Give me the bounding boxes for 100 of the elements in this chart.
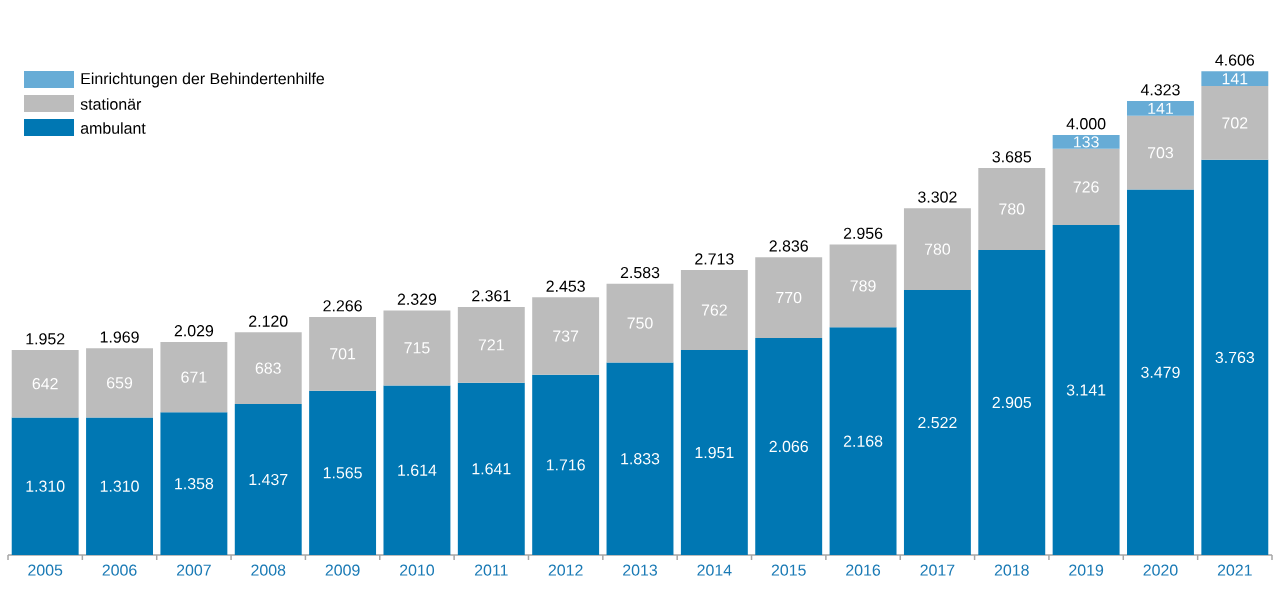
bar xyxy=(680,350,748,555)
data-label: 789 xyxy=(850,280,876,292)
data-label: 721 xyxy=(478,339,504,351)
data-label: 1.437 xyxy=(249,473,288,486)
bar xyxy=(1201,71,1269,87)
bar xyxy=(1052,148,1120,226)
x-tick-label: 2015 xyxy=(771,564,806,576)
x-tick-label: 2009 xyxy=(325,564,360,576)
data-label: 3.763 xyxy=(1215,351,1255,364)
x-tick-label: 2005 xyxy=(28,564,63,576)
bar xyxy=(903,208,971,291)
total-label: 2.583 xyxy=(620,266,660,279)
x-tick-label: 2007 xyxy=(176,564,211,576)
data-label: 726 xyxy=(1073,181,1099,193)
data-label: 701 xyxy=(330,348,356,360)
bar xyxy=(86,348,153,418)
x-tick-label: 2020 xyxy=(1143,564,1178,576)
bar xyxy=(606,283,674,363)
bar xyxy=(383,385,451,555)
bar xyxy=(903,290,971,555)
total-label: 2.329 xyxy=(397,293,437,305)
data-label: 2.066 xyxy=(769,440,808,453)
bar xyxy=(978,167,1046,250)
bar xyxy=(1127,115,1194,190)
total-label: 2.266 xyxy=(323,300,362,312)
bar xyxy=(829,327,897,555)
total-label: 2.453 xyxy=(546,280,585,292)
bar xyxy=(1201,86,1269,160)
bar xyxy=(457,306,525,383)
data-label: 770 xyxy=(776,291,802,304)
total-label: 3.302 xyxy=(918,191,957,203)
total-label: 2.836 xyxy=(769,240,808,252)
x-tick-label: 2013 xyxy=(623,564,658,576)
bar xyxy=(383,310,451,386)
total-label: 4.606 xyxy=(1215,54,1255,66)
data-label: 3.141 xyxy=(1066,384,1106,396)
bar xyxy=(1201,159,1269,555)
total-label: 1.952 xyxy=(26,333,65,345)
legend-label: Einrichtungen der Behindertenhilfe xyxy=(81,72,325,88)
bar xyxy=(1127,100,1194,116)
data-label: 750 xyxy=(627,317,653,329)
bar xyxy=(680,270,748,351)
data-label: 683 xyxy=(255,362,281,374)
bar xyxy=(160,341,228,413)
data-label: 702 xyxy=(1222,117,1248,129)
total-label: 1.969 xyxy=(100,331,139,343)
data-label: 133 xyxy=(1074,136,1099,148)
bar xyxy=(1127,189,1194,555)
bar xyxy=(234,332,302,405)
bar xyxy=(829,244,897,328)
bar xyxy=(309,390,377,555)
total-label: 2.956 xyxy=(843,227,883,239)
bar xyxy=(11,417,79,555)
data-label: 3.479 xyxy=(1141,366,1180,378)
data-label: 642 xyxy=(32,378,58,390)
data-label: 141 xyxy=(1222,73,1248,85)
x-tick-label: 2011 xyxy=(474,564,508,576)
data-label: 703 xyxy=(1147,147,1174,159)
bar xyxy=(1052,134,1120,149)
total-label: 2.713 xyxy=(695,253,734,265)
data-label: 659 xyxy=(107,377,133,389)
data-label: 1.310 xyxy=(100,480,139,492)
x-tick-label: 2008 xyxy=(251,564,286,576)
data-label: 780 xyxy=(924,243,951,255)
bar xyxy=(457,382,525,555)
bar xyxy=(755,257,823,339)
data-label: 737 xyxy=(553,330,579,342)
bar xyxy=(978,249,1046,555)
data-label: 1.565 xyxy=(323,467,362,479)
data-label: 1.951 xyxy=(695,446,734,459)
data-label: 780 xyxy=(999,203,1025,215)
data-label: 762 xyxy=(701,304,727,316)
data-label: 2.168 xyxy=(843,435,883,447)
data-label: 1.641 xyxy=(472,463,511,475)
x-tick-label: 2018 xyxy=(994,564,1029,576)
data-label: 715 xyxy=(404,342,430,354)
data-label: 2.522 xyxy=(918,416,957,429)
legend-label: ambulant xyxy=(80,122,146,134)
data-label: 2.905 xyxy=(992,396,1032,409)
bar xyxy=(1052,225,1120,555)
data-label: 1.358 xyxy=(175,478,214,490)
bar xyxy=(160,412,228,555)
x-tick-label: 2014 xyxy=(697,564,732,576)
bar xyxy=(532,374,600,555)
data-label: 141 xyxy=(1148,102,1173,114)
x-tick-label: 2006 xyxy=(102,564,137,576)
total-label: 2.361 xyxy=(472,290,511,302)
x-tick-label: 2010 xyxy=(400,564,435,576)
bar xyxy=(234,404,302,555)
legend-label: stationär xyxy=(80,98,142,110)
bar xyxy=(532,297,600,375)
bar xyxy=(309,317,377,391)
total-label: 2.120 xyxy=(249,315,288,327)
total-label: 4.000 xyxy=(1066,118,1106,130)
bar xyxy=(755,338,823,555)
x-tick-label: 2019 xyxy=(1069,564,1104,576)
x-tick-label: 2017 xyxy=(920,564,955,576)
data-label: 1.614 xyxy=(398,464,437,476)
total-label: 4.323 xyxy=(1140,84,1180,96)
total-label: 3.685 xyxy=(992,151,1032,163)
